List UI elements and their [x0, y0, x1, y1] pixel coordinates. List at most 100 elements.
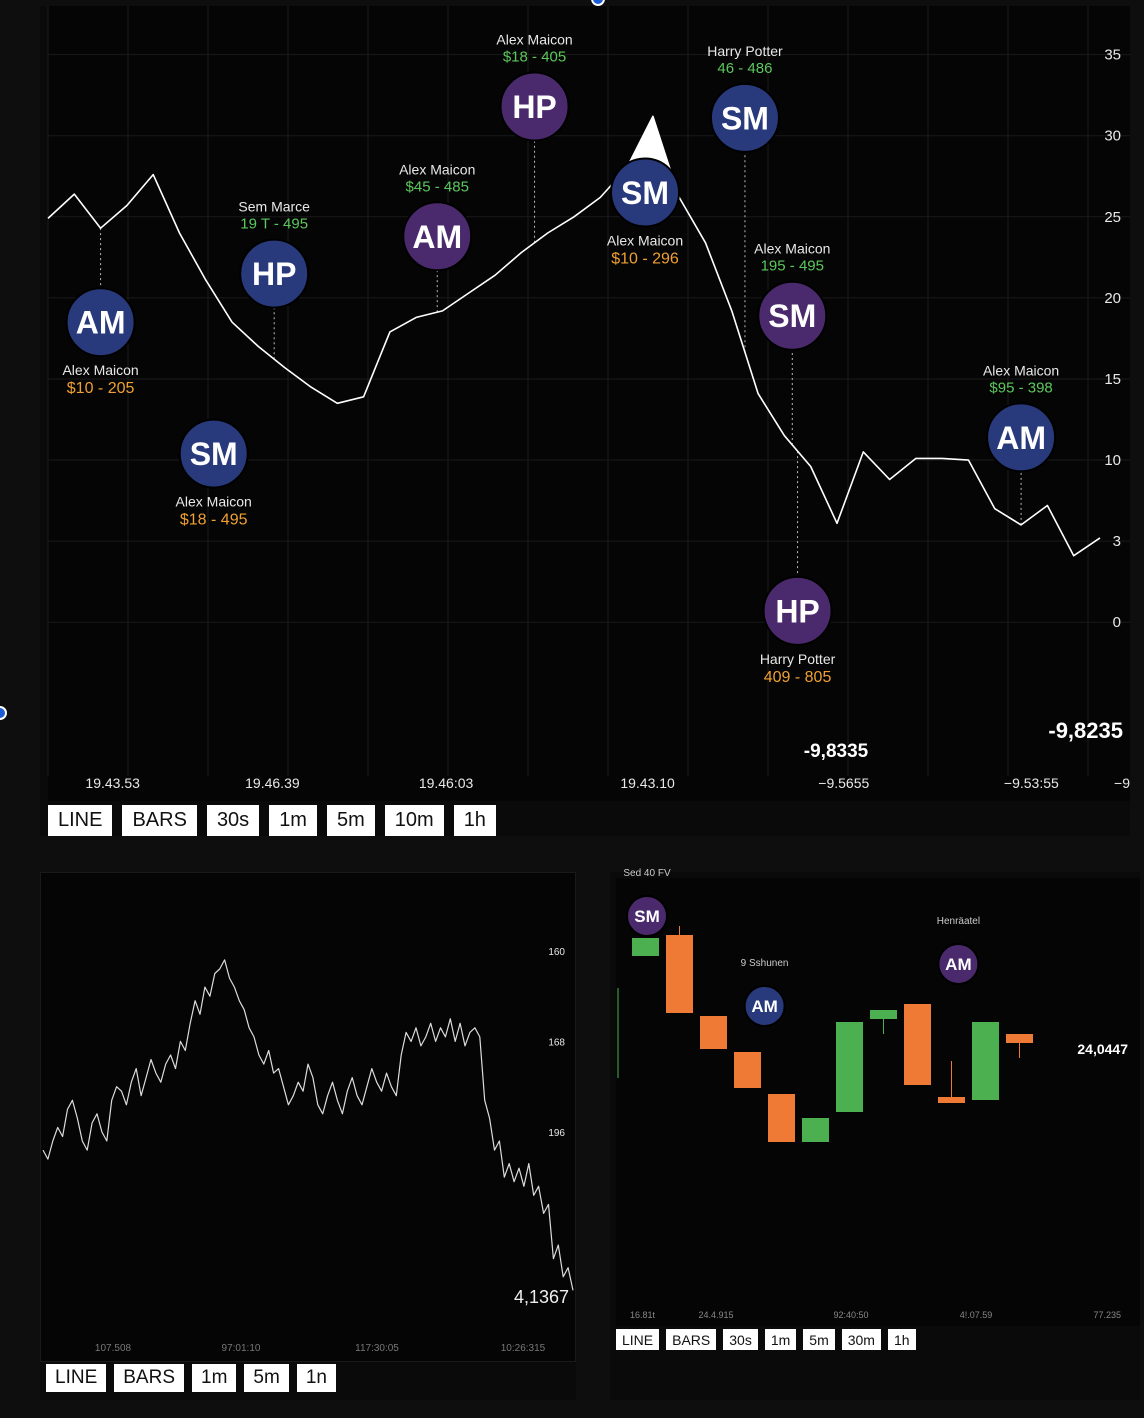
left-5m-button[interactable]: 5m — [244, 1364, 288, 1392]
main-30s-button[interactable]: 30s — [207, 805, 259, 836]
main-line-button[interactable]: LINE — [48, 805, 112, 836]
main-marker-name: Sem Marce — [238, 199, 310, 215]
main-marker-name: Alex Maicon — [496, 32, 572, 48]
main-marker-3-initials: AM — [412, 219, 462, 255]
left-xtick-label: 117:30:05 — [355, 1343, 399, 1354]
left-xtick-label: 97:01:10 — [222, 1343, 261, 1354]
main-xtick-label: 19.46:03 — [419, 775, 474, 791]
right-1m-button[interactable]: 1m — [765, 1329, 796, 1350]
left-line-button[interactable]: LINE — [46, 1364, 106, 1392]
main-ytick-label: 20 — [1104, 290, 1121, 307]
left-value-label: 4,1367 — [514, 1287, 569, 1307]
main-value-label-current: -9,8235 — [1048, 718, 1123, 743]
main-marker-6-initials: SM — [721, 100, 769, 136]
main-marker-range: 19 T - 495 — [240, 216, 308, 233]
left-1m-button[interactable]: 1m — [192, 1364, 236, 1392]
left-ytick-label: 196 — [548, 1128, 565, 1139]
right-30s-button[interactable]: 30s — [723, 1329, 758, 1350]
right-1h-button[interactable]: 1h — [888, 1329, 916, 1350]
left-chart-panel: 160 168 196 107.508 97:01:10 117:30:05 10:26:3… — [40, 872, 576, 1400]
left-xtick-label: 10:26:315 — [501, 1343, 546, 1354]
main-10m-button[interactable]: 10m — [385, 805, 444, 836]
main-ytick-label: 30 — [1104, 128, 1121, 145]
main-series-line — [48, 116, 1100, 555]
right-xtick-label: 92:40:50 — [833, 1310, 868, 1320]
left-1n-button[interactable]: 1n — [297, 1364, 336, 1392]
main-marker-name: Harry Potter — [760, 651, 836, 667]
right-marker-2-initials: AM — [945, 955, 971, 974]
right-bars-button[interactable]: BARS — [666, 1329, 716, 1350]
right-value-label: 24,0447 — [1077, 1041, 1128, 1057]
main-bars-button[interactable]: BARS — [122, 805, 196, 836]
main-marker-range: 409 - 805 — [764, 669, 832, 686]
right-candle-body[interactable] — [802, 1118, 829, 1142]
right-candle-body[interactable] — [972, 1022, 999, 1100]
main-5m-button[interactable]: 5m — [327, 805, 375, 836]
main-marker-8-initials: HP — [775, 593, 819, 629]
main-toolbar: LINE BARS 30s 1m 5m 10m 1h — [48, 805, 506, 836]
main-marker-range: $10 - 296 — [611, 250, 679, 267]
right-candle-body[interactable] — [836, 1022, 863, 1112]
right-chart-panel: 16.81t 24.4.915 92:40:50 4!.07.59 77.235 24,0… — [610, 872, 1140, 1400]
right-candle-body[interactable] — [666, 935, 693, 1013]
main-marker-4-initials: HP — [512, 89, 556, 125]
right-candle-body[interactable] — [768, 1094, 795, 1142]
main-marker-9-initials: AM — [996, 420, 1046, 456]
right-marker-1-initials: AM — [751, 997, 777, 1016]
main-marker-name: Harry Potter — [707, 43, 783, 59]
main-ytick-label: 0 — [1113, 614, 1121, 631]
left-bars-button[interactable]: BARS — [114, 1364, 184, 1392]
main-xtick-label: −9 — [1114, 775, 1130, 791]
right-plot-area: 16.81t 24.4.915 92:40:50 4!.07.59 77.235 24,0… — [616, 878, 1140, 1326]
main-ytick-label: 10 — [1104, 452, 1121, 469]
right-xtick-label: 77.235 — [1093, 1310, 1121, 1320]
left-series-line — [43, 960, 573, 1291]
main-marker-range: $18 - 405 — [503, 49, 566, 66]
left-line-chart[interactable]: 160 168 196 107.508 97:01:10 117:30:05 10:26:3… — [41, 873, 575, 1361]
main-marker-name: Alex Maicon — [176, 494, 252, 510]
main-marker-name: Alex Maicon — [754, 241, 830, 257]
right-30m-button[interactable]: 30m — [842, 1329, 881, 1350]
right-candle-body[interactable] — [700, 1016, 727, 1049]
main-marker-range: $95 - 398 — [989, 379, 1052, 396]
right-line-button[interactable]: LINE — [616, 1329, 659, 1350]
right-candle-body[interactable] — [1006, 1034, 1033, 1043]
main-marker-name: Alex Maicon — [983, 362, 1059, 378]
main-1h-button[interactable]: 1h — [454, 805, 496, 836]
right-marker-name: 9 Sshunen — [741, 958, 789, 969]
right-candle-body[interactable] — [734, 1052, 761, 1088]
right-candle-body[interactable] — [904, 1004, 931, 1085]
right-marker-name: Henräatel — [937, 916, 980, 927]
main-marker-name: Alex Maicon — [399, 161, 475, 177]
right-marker-0-initials: SM — [634, 907, 660, 926]
main-marker-7-initials: SM — [768, 298, 816, 334]
right-xtick-label: 4!.07.59 — [960, 1310, 993, 1320]
right-5m-button[interactable]: 5m — [803, 1329, 834, 1350]
main-ytick-label: 25 — [1104, 209, 1121, 226]
right-marker-name: Sed 40 FV — [623, 868, 671, 879]
right-candle-body[interactable] — [870, 1010, 897, 1019]
right-xtick-label: 24.4.915 — [698, 1310, 733, 1320]
main-value-label: -9,8335 — [804, 741, 869, 762]
right-candle-body[interactable] — [632, 938, 659, 956]
main-xtick-label: −9.5655 — [818, 775, 869, 791]
right-candle-chart[interactable]: 16.81t 24.4.915 92:40:50 4!.07.59 77.235 24,0… — [616, 878, 1140, 1326]
main-plot-area: 35 30 25 20 15 10 3 0 19.43.53 19.46.39 19.46:03 19… — [48, 6, 1130, 801]
main-marker-range: $18 - 495 — [180, 512, 248, 529]
right-candle-body[interactable] — [938, 1097, 965, 1103]
main-xtick-label: 19.43.53 — [85, 775, 140, 791]
left-ytick-label: 168 — [548, 1037, 565, 1048]
main-ytick-label: 15 — [1104, 371, 1121, 388]
main-ytick-label: 3 — [1113, 533, 1121, 550]
main-marker-range: $45 - 485 — [406, 178, 469, 195]
main-marker-0-initials: AM — [76, 305, 126, 341]
main-marker-range: 46 - 486 — [717, 60, 772, 77]
main-ytick-label: 35 — [1104, 47, 1121, 64]
edge-handle-left[interactable] — [0, 706, 7, 720]
main-xtick-label: −9.53:55 — [1004, 775, 1059, 791]
main-marker-range: 195 - 495 — [761, 258, 824, 275]
main-1m-button[interactable]: 1m — [269, 805, 317, 836]
right-xtick-label: 16.81t — [630, 1310, 656, 1320]
main-xtick-label: 19.46.39 — [245, 775, 300, 791]
